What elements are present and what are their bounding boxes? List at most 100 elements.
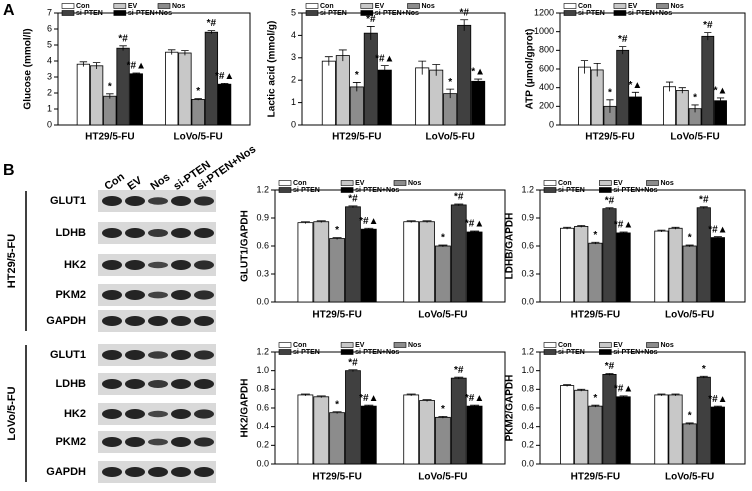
blot-band <box>171 437 191 447</box>
error-bar <box>364 227 374 231</box>
significance-label: * <box>196 86 200 97</box>
blot-band <box>102 290 122 300</box>
blot-band <box>194 228 214 238</box>
bar <box>682 423 697 465</box>
y-tick-label: 0.0 <box>521 458 534 468</box>
legend-swatch <box>360 3 374 9</box>
group-label: LoVo/5-FU <box>6 386 18 440</box>
legend-label: si-PTEN <box>320 10 347 17</box>
blot-band <box>194 437 214 447</box>
bar <box>578 66 591 126</box>
legend-swatch <box>340 187 354 193</box>
y-tick-label: 0.6 <box>521 402 534 412</box>
legend-swatch <box>543 349 557 355</box>
legend-swatch <box>563 10 577 16</box>
error-bar <box>470 404 480 408</box>
legend-label: Nos <box>172 3 185 10</box>
legend-label: Con <box>320 3 334 10</box>
legend-swatch <box>340 180 354 186</box>
bar <box>403 221 420 303</box>
y-tick-label: 4 <box>291 30 296 40</box>
blot-band <box>194 260 214 270</box>
error-bar <box>454 376 464 380</box>
blot-band <box>125 260 145 270</box>
y-tick-label: 3 <box>47 71 52 81</box>
y-tick-label: 800 <box>539 45 554 55</box>
error-bar <box>418 60 427 75</box>
error-bar <box>106 93 114 99</box>
error-bar <box>194 98 202 101</box>
bar <box>443 93 458 126</box>
legend-swatch <box>340 342 354 348</box>
error-bar <box>79 61 88 67</box>
error-bar <box>474 78 483 84</box>
legend-swatch <box>599 180 612 186</box>
legend-swatch <box>278 180 292 186</box>
x-tick-label: HT29/5-FU <box>85 132 134 143</box>
error-bar <box>713 405 722 408</box>
bar <box>574 225 589 303</box>
significance-label: *#▲ <box>375 53 394 64</box>
bar <box>435 245 451 303</box>
x-tick-label: HT29/5-FU <box>571 472 620 483</box>
bar <box>297 222 314 303</box>
blot-band <box>148 261 168 269</box>
y-tick-label: 1 <box>291 97 296 107</box>
significance-label: *#▲ <box>614 384 633 395</box>
bar <box>560 385 575 465</box>
blot-band <box>194 409 214 419</box>
y-axis-label: LDHB/GAPDH <box>505 213 516 280</box>
y-tick-label: 0.6 <box>256 402 269 412</box>
error-bar <box>606 99 614 113</box>
error-bar <box>591 404 600 408</box>
error-bar <box>364 404 374 408</box>
legend-label: si-PTEN+Nos <box>355 349 399 356</box>
legend-swatch <box>543 342 557 348</box>
y-tick-label: 0.8 <box>256 384 269 394</box>
legend-swatch <box>157 3 171 9</box>
bar <box>415 67 430 126</box>
blot-band <box>102 228 122 238</box>
y-tick-label: 7 <box>47 7 52 17</box>
bar <box>377 69 392 126</box>
legend-label: si-PTEN+Nos <box>613 187 657 194</box>
significance-label: *#▲ <box>614 220 633 231</box>
error-bar <box>691 104 699 113</box>
error-bar <box>348 369 358 372</box>
legend-swatch <box>305 3 319 9</box>
error-bar <box>366 26 375 40</box>
error-bar <box>685 244 694 247</box>
legend-label: EV <box>613 342 623 349</box>
blot-band <box>148 229 168 237</box>
error-bar <box>470 230 480 233</box>
legend-label: Con <box>293 180 307 187</box>
bar <box>335 55 350 126</box>
blot-band <box>194 290 214 300</box>
bar <box>574 389 589 465</box>
significance-label: *# <box>618 34 628 45</box>
x-tick-label: LoVo/5-FU <box>665 310 714 321</box>
error-bar <box>316 220 326 223</box>
legend-label: Con <box>293 342 307 349</box>
bar <box>588 242 603 303</box>
blot-band <box>102 437 122 447</box>
bar <box>668 394 683 465</box>
error-bar <box>716 97 725 104</box>
blot-band <box>194 196 214 206</box>
significance-label: * <box>593 393 597 404</box>
error-bar <box>406 220 416 223</box>
y-axis-label: HK2/GAPDH <box>240 379 251 438</box>
significance-label: * <box>335 399 339 410</box>
significance-label: *# <box>454 365 464 376</box>
y-tick-label: 0.3 <box>256 268 269 278</box>
plot-frame <box>301 12 506 126</box>
plot-frame <box>57 12 251 126</box>
bar <box>178 52 192 126</box>
significance-label: * <box>688 233 692 244</box>
error-bar <box>454 203 464 206</box>
bar <box>435 416 451 465</box>
error-bar <box>300 393 310 396</box>
legend-swatch <box>646 342 659 348</box>
bar <box>403 394 420 465</box>
blot-band <box>148 467 168 477</box>
